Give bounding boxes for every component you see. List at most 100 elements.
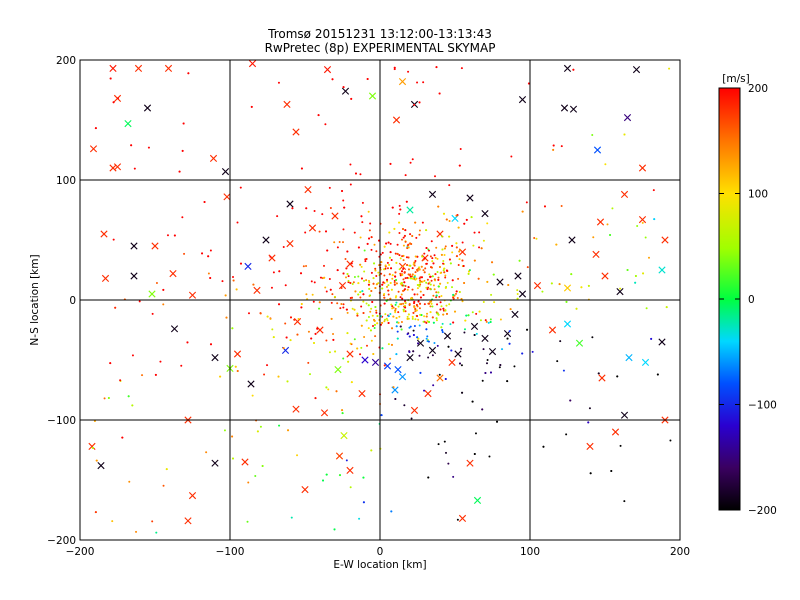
data-point-cross xyxy=(340,432,348,440)
data-point-dot xyxy=(431,275,434,278)
data-point-dot xyxy=(369,329,372,332)
data-point-dot xyxy=(423,257,426,260)
data-point-dot xyxy=(406,317,409,320)
data-point-dot xyxy=(154,373,157,376)
data-point-dot xyxy=(404,174,407,177)
data-point-dot xyxy=(416,314,419,317)
data-point-dot xyxy=(420,265,423,268)
data-point-dot xyxy=(518,259,521,262)
data-point-dot xyxy=(311,293,314,296)
data-point-dot xyxy=(236,221,239,224)
data-point-dot xyxy=(452,321,455,324)
data-point-dot xyxy=(455,242,458,245)
data-point-dot xyxy=(448,258,451,261)
data-point-dot xyxy=(386,319,389,322)
data-point-dot xyxy=(377,271,380,274)
data-point-dot xyxy=(336,302,339,305)
data-point-dot xyxy=(342,303,345,306)
data-point-dot xyxy=(591,336,594,339)
data-point-dot xyxy=(203,200,206,203)
data-point-dot xyxy=(510,155,513,158)
data-point-dot xyxy=(173,234,176,237)
data-point-dot xyxy=(390,267,393,270)
data-point-dot xyxy=(474,432,477,435)
data-point-dot xyxy=(392,386,395,389)
data-point-dot xyxy=(389,242,392,245)
data-point-dot xyxy=(394,275,397,278)
data-point-dot xyxy=(444,286,447,289)
data-point-dot xyxy=(111,520,114,523)
data-point-dot xyxy=(413,293,416,296)
data-point-dot xyxy=(112,238,115,241)
data-point-dot xyxy=(385,242,388,245)
data-point-dot xyxy=(314,332,317,335)
data-point-dot xyxy=(430,279,433,282)
data-point-dot xyxy=(550,282,553,285)
data-point-dot xyxy=(411,277,414,280)
data-point-dot xyxy=(606,223,609,226)
data-point-dot xyxy=(427,302,430,305)
data-point-dot xyxy=(499,318,502,321)
data-point-dot xyxy=(421,280,424,283)
data-point-dot xyxy=(382,281,385,284)
data-point-dot xyxy=(400,303,403,306)
data-point-dot xyxy=(363,335,366,338)
data-point-dot xyxy=(302,265,305,268)
data-point-dot xyxy=(178,170,181,173)
data-point-dot xyxy=(373,323,376,326)
data-point-dot xyxy=(407,286,410,289)
data-point-dot xyxy=(409,233,412,236)
data-point-dot xyxy=(183,252,186,255)
data-point-cross xyxy=(518,96,527,104)
data-point-dot xyxy=(619,287,622,290)
data-point-cross xyxy=(109,64,117,72)
data-point-dot xyxy=(330,317,333,320)
data-point-dot xyxy=(397,321,400,324)
data-point-dot xyxy=(431,257,434,260)
data-point-dot xyxy=(454,292,457,295)
data-point-dot xyxy=(367,327,370,330)
data-point-dot xyxy=(329,288,332,291)
data-point-dot xyxy=(413,306,416,309)
data-point-dot xyxy=(386,267,389,270)
data-point-dot xyxy=(386,278,389,281)
data-point-dot xyxy=(436,257,439,260)
data-point-dot xyxy=(409,275,412,278)
data-point-dot xyxy=(493,301,496,304)
data-point-dot xyxy=(300,272,303,275)
data-point-dot xyxy=(404,288,407,291)
data-point-cross xyxy=(286,200,294,208)
data-point-dot xyxy=(383,296,386,299)
data-point-dot xyxy=(345,308,348,311)
data-point-dot xyxy=(407,313,410,316)
data-point-dot xyxy=(467,272,470,275)
data-point-dot xyxy=(430,266,433,269)
data-point-dot xyxy=(482,348,485,351)
data-point-dot xyxy=(440,253,443,256)
data-point-dot xyxy=(395,261,398,264)
data-point-dot xyxy=(344,258,347,261)
data-point-dot xyxy=(263,373,266,376)
data-point-dot xyxy=(305,207,308,210)
data-point-dot xyxy=(402,278,405,281)
data-point-dot xyxy=(103,397,106,400)
data-point-dot xyxy=(95,459,98,462)
data-point-dot xyxy=(340,303,343,306)
data-point-dot xyxy=(277,81,280,84)
data-point-cross xyxy=(320,409,329,417)
data-point-dot xyxy=(246,520,249,523)
data-point-dot xyxy=(402,308,405,311)
data-point-dot xyxy=(373,262,376,265)
data-point-dot xyxy=(647,256,650,259)
data-point-dot xyxy=(392,306,395,309)
data-point-dot xyxy=(345,267,348,270)
data-point-dot xyxy=(370,248,373,251)
data-point-dot xyxy=(437,313,440,316)
data-point-dot xyxy=(417,337,420,340)
data-point-dot xyxy=(435,317,438,320)
data-point-dot xyxy=(416,269,419,272)
data-point-dot xyxy=(435,66,438,69)
data-point-dot xyxy=(435,291,438,294)
data-point-dot xyxy=(307,361,310,364)
data-point-dot xyxy=(313,341,316,344)
